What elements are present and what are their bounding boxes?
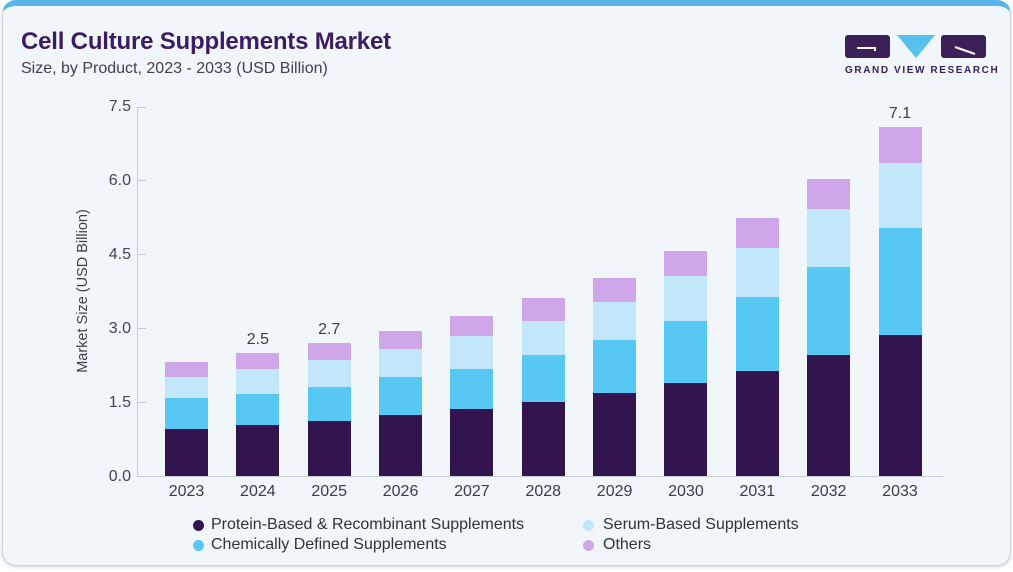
- bar-segment-2029[interactable]: [593, 340, 637, 394]
- bar-segment-2026[interactable]: [379, 331, 423, 350]
- bar-segment-2032[interactable]: [807, 178, 851, 210]
- bar-segment-2026[interactable]: [379, 414, 423, 477]
- y-tick-mark: [137, 106, 146, 108]
- bar-segment-2027[interactable]: [450, 316, 494, 336]
- y-tick-label: 4.5: [108, 245, 131, 263]
- bar-segment-2025[interactable]: [307, 359, 351, 387]
- bar-segment-2029[interactable]: [593, 277, 637, 303]
- bar-total-label-2024: 2.5: [246, 331, 269, 349]
- x-tick-label-2026: 2026: [382, 483, 419, 500]
- y-axis-title: Market Size (USD Billion): [75, 209, 91, 373]
- bar-segment-2025[interactable]: [307, 343, 351, 360]
- x-tick-label-2024: 2024: [240, 483, 276, 500]
- bar-segment-2031[interactable]: [735, 297, 779, 371]
- bar-segment-2029[interactable]: [593, 302, 637, 341]
- bar-total-label-2025: 2.7: [318, 321, 341, 339]
- legend-item[interactable]: Protein-Based & Recombinant Supplements: [211, 515, 525, 533]
- r-square-icon: [941, 35, 986, 58]
- bar-segment-2033[interactable]: [878, 126, 922, 164]
- bar-segment-2031[interactable]: [735, 247, 779, 298]
- bar-segment-2028[interactable]: [521, 298, 565, 322]
- y-tick-label: 3.0: [108, 319, 131, 337]
- bar-segment-2029[interactable]: [593, 393, 637, 477]
- gvr-logo-text: GRAND VIEW RESEARCH: [845, 65, 1000, 76]
- legend-dot: [193, 520, 204, 531]
- y-tick-mark: [137, 402, 146, 404]
- y-tick-label: 0.0: [108, 467, 131, 485]
- bar-segment-2032[interactable]: [807, 209, 851, 267]
- bar-segment-2024[interactable]: [236, 368, 280, 394]
- bar-segment-2033[interactable]: [878, 335, 922, 477]
- plot-area: Market Size (USD Billion) 0.0 1.5 3.0 4.5 6.…: [3, 6, 1010, 565]
- bar-segment-2028[interactable]: [521, 401, 565, 477]
- y-tick-mark: [137, 254, 146, 256]
- gvr-logo: GRAND VIEW RESEARCH: [845, 35, 1000, 76]
- x-tick-label-2029: 2029: [596, 483, 633, 500]
- x-tick-label-2032: 2032: [810, 483, 847, 500]
- y-tick-mark: [137, 180, 146, 182]
- bar-segment-2030[interactable]: [664, 276, 708, 321]
- bar-segment-2023[interactable]: [165, 376, 208, 399]
- y-axis-line: [137, 107, 138, 477]
- bar-segment-2031[interactable]: [735, 370, 779, 477]
- legend-dot: [582, 540, 594, 551]
- legend-dot: [193, 540, 204, 551]
- x-tick-label-2033: 2033: [882, 483, 918, 500]
- y-tick-label: 1.5: [108, 393, 131, 411]
- bar-segment-2025[interactable]: [307, 420, 351, 477]
- bar-segment-2026[interactable]: [379, 377, 423, 415]
- bar-segment-2030[interactable]: [664, 251, 708, 277]
- bar-segment-2033[interactable]: [878, 163, 922, 229]
- y-tick-mark: [137, 328, 146, 330]
- bar-segment-2028[interactable]: [521, 321, 565, 355]
- bar-segment-2026[interactable]: [379, 349, 423, 378]
- bar-segment-2027[interactable]: [450, 368, 494, 410]
- x-tick-label-2023: 2023: [168, 483, 205, 500]
- bar-segment-2033[interactable]: [878, 228, 922, 336]
- legend-dot: [582, 520, 594, 531]
- bar-total-label-2033: 7.1: [888, 104, 912, 122]
- bar-segment-2023[interactable]: [165, 398, 208, 429]
- x-tick-label-2027: 2027: [454, 483, 490, 500]
- bar-segment-2032[interactable]: [807, 266, 851, 355]
- x-tick-label-2030: 2030: [668, 483, 704, 500]
- chart-title: Cell Culture Supplements Market: [21, 28, 391, 55]
- legend-item[interactable]: Others: [603, 535, 652, 553]
- legend-item[interactable]: Serum-Based Supplements: [603, 515, 799, 533]
- bar-segment-2031[interactable]: [735, 218, 779, 248]
- g-square-icon: [845, 35, 890, 58]
- y-tick-label: 6.0: [108, 171, 131, 189]
- bar-segment-2023[interactable]: [165, 428, 208, 477]
- bar-segment-2028[interactable]: [521, 354, 565, 402]
- y-tick-label: 7.5: [108, 98, 131, 115]
- x-tick-label-2025: 2025: [311, 483, 347, 500]
- bar-segment-2023[interactable]: [165, 361, 208, 377]
- bar-segment-2024[interactable]: [236, 353, 280, 369]
- gvr-logo-marks: [845, 35, 986, 58]
- legend-item[interactable]: Chemically Defined Supplements: [211, 535, 447, 553]
- bar-segment-2025[interactable]: [307, 386, 351, 421]
- bar-segment-2027[interactable]: [450, 335, 494, 369]
- v-triangle-icon: [896, 35, 935, 58]
- bar-segment-2030[interactable]: [664, 320, 708, 383]
- x-tick-label-2031: 2031: [739, 483, 776, 500]
- bar-segment-2024[interactable]: [236, 425, 280, 477]
- bar-segment-2032[interactable]: [807, 354, 851, 477]
- bar-segment-2030[interactable]: [664, 382, 708, 477]
- x-tick-label-2028: 2028: [525, 483, 562, 500]
- bar-segment-2027[interactable]: [450, 409, 494, 477]
- x-axis-line: [137, 476, 943, 477]
- bar-segment-2024[interactable]: [236, 393, 280, 426]
- chart-subtitle: Size, by Product, 2023 - 2033 (USD Billi…: [21, 60, 328, 77]
